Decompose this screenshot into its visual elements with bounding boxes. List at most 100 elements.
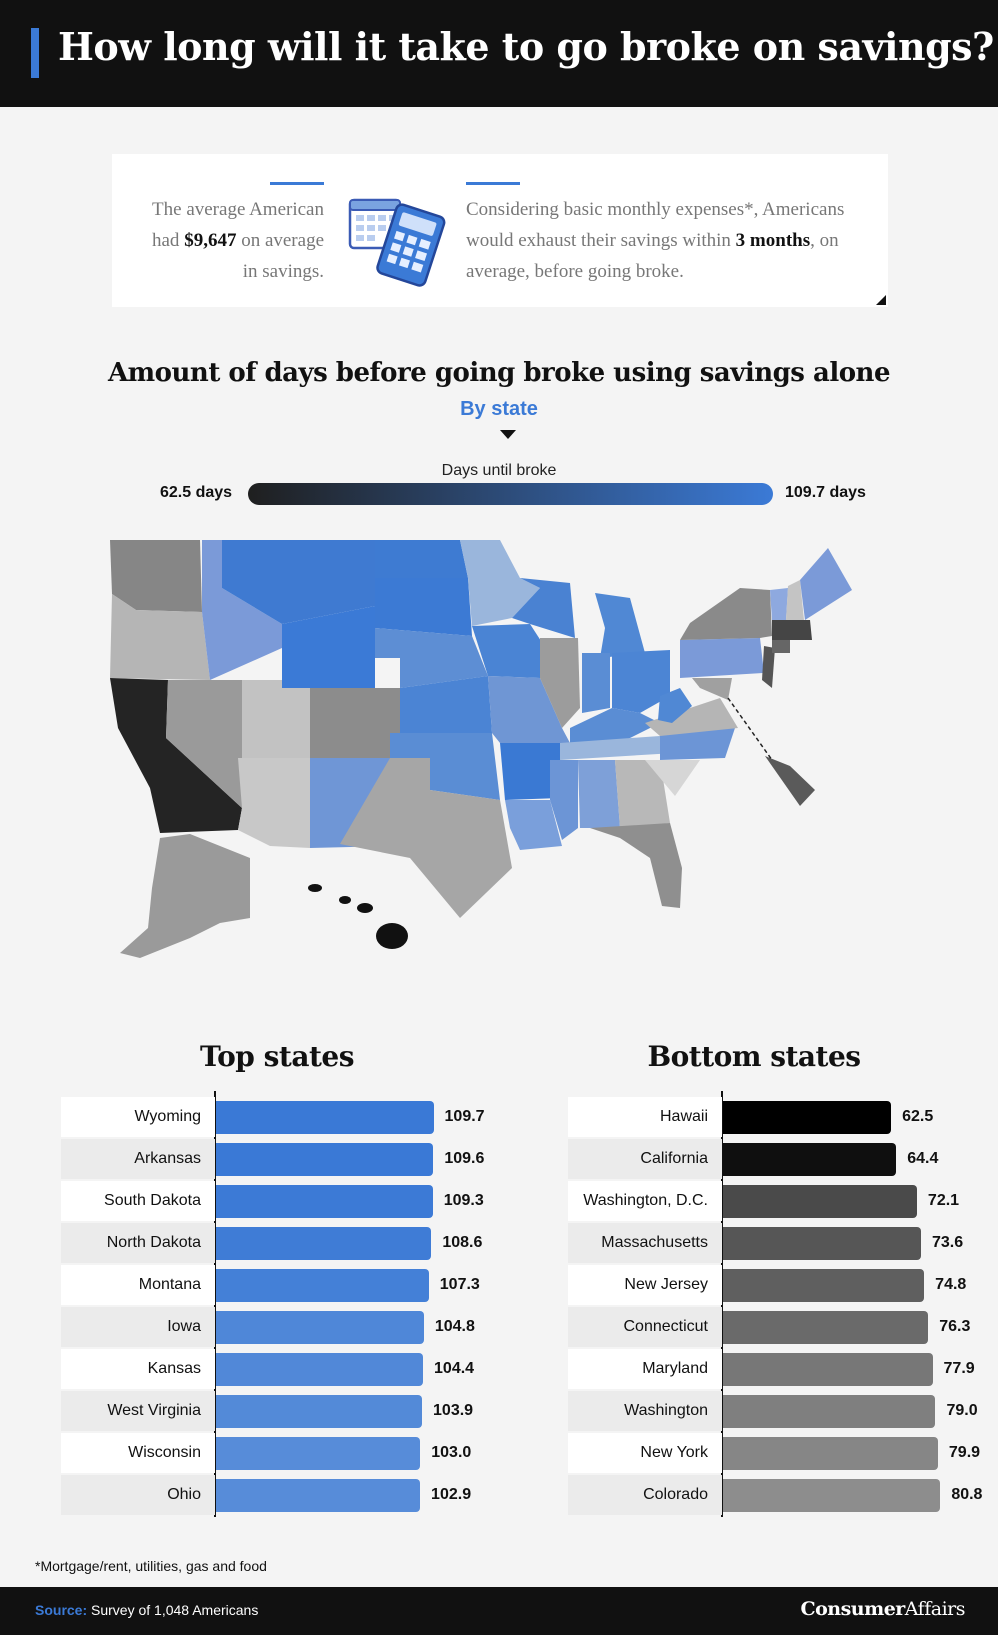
state-new-hampshire	[786, 580, 804, 620]
bar-value-label: 104.4	[434, 1360, 475, 1377]
brand-bold: Consumer	[800, 1598, 905, 1620]
bar-value-label: 102.9	[431, 1486, 472, 1503]
state-nebraska	[375, 628, 488, 688]
bar-row	[568, 1181, 722, 1221]
footer: Source: Survey of 1,048 Americans Consum…	[0, 1587, 998, 1635]
top-states-title: Top states	[200, 1040, 354, 1073]
bar-label: Arkansas	[134, 1150, 201, 1167]
state-north-dakota	[375, 540, 468, 578]
bar-value-label: 103.0	[431, 1444, 472, 1461]
bar	[216, 1437, 421, 1470]
bar-row	[61, 1433, 215, 1473]
bar-value-label: 109.6	[444, 1150, 485, 1167]
bar-label: North Dakota	[106, 1234, 201, 1251]
corner-marker	[876, 295, 886, 305]
state-pennsylvania	[680, 638, 764, 678]
state-west-virginia	[658, 688, 692, 723]
state-maine	[800, 548, 852, 620]
state-montana	[222, 540, 375, 624]
bar-label: Maryland	[642, 1360, 708, 1377]
bar-row	[61, 1307, 215, 1347]
bar-value-label: 108.6	[442, 1234, 483, 1251]
bottom-states-title: Bottom states	[647, 1040, 861, 1073]
right-rule	[466, 182, 520, 185]
bar-row	[568, 1097, 722, 1137]
bar-row	[568, 1223, 722, 1263]
bar-label: Ohio	[167, 1486, 201, 1503]
map-subtitle: By state	[460, 398, 538, 420]
state-minnesota	[460, 540, 540, 626]
legend-title: Days until broke	[441, 462, 557, 479]
brand-logo: ConsumerAffairs	[800, 1598, 965, 1620]
state-michigan	[595, 593, 645, 658]
state-missouri	[488, 676, 570, 743]
bar-label: New Jersey	[624, 1276, 708, 1293]
header: How long will it take to go broke on sav…	[0, 0, 998, 107]
bar-value-label: 79.9	[948, 1444, 981, 1461]
legend-max: 109.7 days	[785, 484, 866, 501]
bar-label: West Virginia	[107, 1402, 201, 1419]
state-louisiana	[505, 800, 562, 850]
bar-value-label: 107.3	[439, 1276, 480, 1293]
savings-stat: The average American had $9,647 on avera…	[134, 194, 324, 287]
bar	[723, 1353, 933, 1386]
bar-value-label: 103.9	[433, 1402, 474, 1419]
bar-label: Iowa	[167, 1318, 201, 1335]
bar-label: New York	[640, 1444, 708, 1461]
bar-label: Connecticut	[623, 1318, 709, 1335]
bar-value-label: 104.8	[434, 1318, 475, 1335]
state-alabama	[578, 760, 620, 828]
bar-value-label: 64.4	[907, 1150, 939, 1167]
brand-rest: Affairs	[904, 1598, 966, 1620]
savings-text-post: on average in savings.	[236, 230, 324, 282]
page-title: How long will it take to go broke on sav…	[58, 24, 994, 69]
bar-value-label: 79.0	[946, 1402, 978, 1419]
bar	[216, 1353, 424, 1386]
bar-value-label: 73.6	[931, 1234, 964, 1251]
state-hawaii	[308, 884, 408, 949]
bar-value-label: 109.3	[443, 1192, 484, 1209]
chart-axis	[721, 1091, 723, 1517]
state-illinois	[540, 638, 580, 728]
bar-label: Washington, D.C.	[583, 1192, 708, 1209]
bar-row	[61, 1181, 215, 1221]
calculator-calendar-icon	[348, 198, 446, 287]
state-massachusetts	[772, 620, 812, 640]
bar-value-label: 109.7	[444, 1108, 485, 1125]
state-mississippi	[550, 760, 578, 840]
bar	[723, 1143, 897, 1176]
bar-value-label: 80.8	[951, 1486, 983, 1503]
state-virginia	[645, 698, 738, 736]
us-choropleth-map	[110, 540, 852, 958]
state-new-jersey	[762, 646, 775, 688]
savings-text-pre: The average American had	[152, 199, 324, 251]
state-wisconsin	[512, 578, 575, 638]
state-nevada	[166, 680, 242, 808]
bar-label: Wyoming	[134, 1108, 201, 1125]
state-tennessee	[560, 736, 675, 760]
state-vermont	[770, 588, 788, 620]
bar-row	[568, 1391, 722, 1431]
state-florida	[590, 823, 682, 908]
bar-row	[61, 1391, 215, 1431]
map-title: Amount of days before going broke using …	[107, 358, 891, 388]
state-california	[110, 678, 242, 833]
state-dc-callout	[765, 756, 815, 806]
bar-label: South Dakota	[104, 1192, 201, 1209]
bar-row	[61, 1265, 215, 1305]
state-north-carolina	[660, 728, 735, 760]
state-arizona	[238, 758, 310, 848]
bar-value-label: 74.8	[935, 1276, 967, 1293]
header-accent-bar	[31, 28, 39, 78]
bar	[723, 1395, 936, 1428]
bar-row	[61, 1475, 215, 1515]
footnote: *Mortgage/rent, utilities, gas and food	[35, 1558, 267, 1574]
months-value: 3 months	[735, 230, 811, 251]
months-stat: Considering basic monthly expenses*, Ame…	[466, 194, 866, 287]
caret-down-icon	[500, 430, 516, 439]
bar-row	[61, 1223, 215, 1263]
bar-value-label: 76.3	[939, 1318, 971, 1335]
bar-value-label: 62.5	[902, 1108, 934, 1125]
state-oklahoma	[390, 733, 500, 800]
bar-row	[61, 1349, 215, 1389]
